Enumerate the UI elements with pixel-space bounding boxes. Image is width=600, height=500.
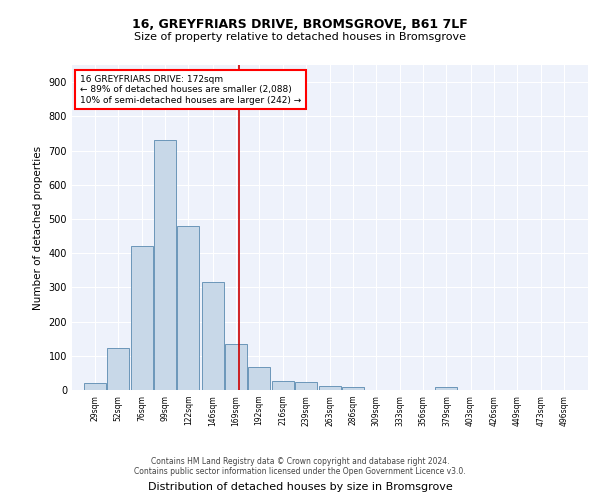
Bar <box>319 386 341 390</box>
Text: Size of property relative to detached houses in Bromsgrove: Size of property relative to detached ho… <box>134 32 466 42</box>
Bar <box>272 382 294 390</box>
Text: Contains public sector information licensed under the Open Government Licence v3: Contains public sector information licen… <box>134 468 466 476</box>
Bar <box>107 348 129 390</box>
Bar <box>178 226 199 390</box>
Text: 16 GREYFRIARS DRIVE: 172sqm
← 89% of detached houses are smaller (2,088)
10% of : 16 GREYFRIARS DRIVE: 172sqm ← 89% of det… <box>80 74 301 104</box>
Bar <box>202 282 224 390</box>
Bar <box>84 383 106 390</box>
Y-axis label: Number of detached properties: Number of detached properties <box>33 146 43 310</box>
Text: Contains HM Land Registry data © Crown copyright and database right 2024.: Contains HM Land Registry data © Crown c… <box>151 458 449 466</box>
Text: 16, GREYFRIARS DRIVE, BROMSGROVE, B61 7LF: 16, GREYFRIARS DRIVE, BROMSGROVE, B61 7L… <box>132 18 468 30</box>
Bar <box>342 388 364 390</box>
Bar <box>131 246 154 390</box>
Bar <box>436 388 457 390</box>
Bar <box>224 344 247 390</box>
Bar <box>154 140 176 390</box>
Bar <box>248 366 270 390</box>
Text: Distribution of detached houses by size in Bromsgrove: Distribution of detached houses by size … <box>148 482 452 492</box>
Bar <box>295 382 317 390</box>
